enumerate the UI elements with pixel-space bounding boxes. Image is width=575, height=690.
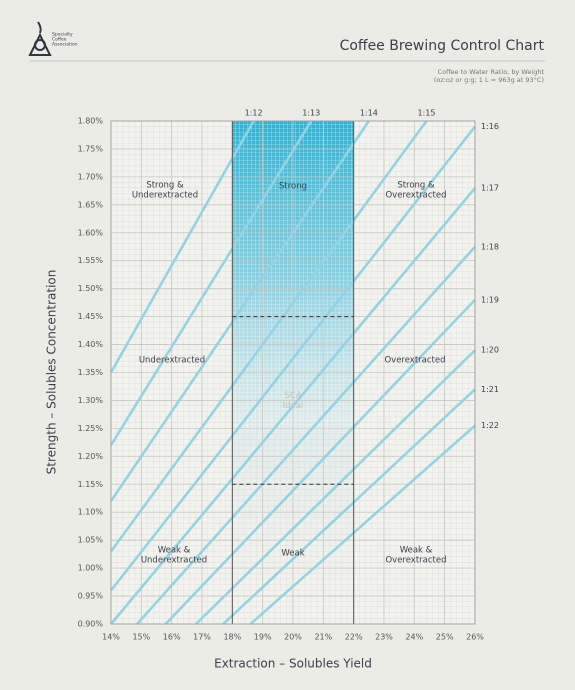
ratio-line [136, 245, 476, 625]
ratio-line [109, 120, 428, 553]
logo-text: Specialty [52, 32, 73, 38]
subtitle: (oz:oz or g:g; 1 L = 963g at 93°C) [434, 76, 544, 84]
y-tick-label: 1.00% [78, 564, 104, 573]
y-tick-label: 1.80% [78, 117, 104, 126]
ratio-label: 1:14 [360, 109, 378, 118]
region-label: Weak [281, 549, 304, 559]
ratio-line [249, 424, 476, 625]
y-tick-label: 1.55% [78, 256, 104, 265]
x-tick-label: 20% [284, 633, 302, 642]
ratio-line [109, 120, 370, 502]
ratio-label: 1:22 [481, 421, 499, 430]
y-tick-label: 1.10% [78, 508, 104, 517]
y-tick-label: 1.60% [78, 228, 104, 237]
logo-text: Association [52, 42, 78, 48]
y-tick-label: 1.45% [78, 312, 104, 321]
y-tick-label: 1.20% [78, 452, 104, 461]
y-tick-label: 1.70% [78, 172, 104, 181]
y-tick-label: 1.05% [78, 536, 104, 545]
ratio-label: 1:18 [481, 242, 499, 251]
y-tick-label: 1.40% [78, 340, 104, 349]
region-label: Overextracted [384, 356, 445, 366]
ratio-label: 1:21 [481, 385, 499, 394]
x-tick-label: 16% [163, 633, 181, 642]
ratio-label: 1:15 [417, 109, 435, 118]
region-label: Strong & [146, 181, 184, 191]
ratio-line [109, 120, 313, 446]
ratio-label: 1:19 [481, 295, 499, 304]
x-tick-label: 26% [466, 633, 484, 642]
region-label: Strong & [397, 181, 435, 191]
x-tick-label: 17% [193, 633, 211, 642]
ratio-line [195, 349, 476, 625]
ratio-line [110, 187, 476, 625]
region-label: Overextracted [385, 556, 446, 566]
ideal-label: SCA [284, 391, 301, 401]
x-tick-label: 18% [223, 633, 241, 642]
x-tick-label: 25% [436, 633, 454, 642]
ratio-line [109, 125, 477, 592]
y-tick-label: 0.90% [78, 620, 104, 629]
y-axis-label: Strength – Solubles Concentration [45, 270, 59, 475]
y-tick-label: 1.25% [78, 424, 104, 433]
ratio-label: 1:17 [481, 184, 499, 193]
y-tick-label: 1.75% [78, 144, 104, 153]
x-tick-label: 14% [102, 633, 120, 642]
y-tick-label: 1.50% [78, 284, 104, 293]
region-label: Underextracted [139, 356, 205, 366]
logo: Specialty Coffee Association [28, 21, 78, 56]
ratio-label: 1:20 [481, 346, 499, 355]
chart-title: Coffee Brewing Control Chart [340, 38, 545, 54]
region-label: Weak & [400, 546, 433, 556]
ratio-line [222, 388, 476, 625]
ideal-label: Ideal [283, 401, 304, 411]
logo-text: Coffee [52, 37, 67, 43]
y-tick-label: 1.15% [78, 480, 104, 489]
ratio-label: 1:16 [481, 122, 499, 131]
x-tick-label: 24% [405, 633, 423, 642]
region-label: Overextracted [385, 191, 446, 201]
plot-frame [110, 120, 476, 625]
ratio-line [109, 120, 255, 374]
region-label: Strong [279, 182, 307, 192]
y-tick-label: 1.65% [78, 200, 104, 209]
x-tick-label: 21% [314, 633, 332, 642]
x-tick-label: 19% [254, 633, 272, 642]
x-tick-label: 15% [132, 633, 150, 642]
subtitle: Coffee to Water Ratio, by Weight [438, 68, 545, 76]
y-tick-label: 1.30% [78, 396, 104, 405]
region-label: Weak & [158, 546, 191, 556]
y-tick-label: 0.95% [78, 592, 104, 601]
region-label: Underextracted [132, 191, 198, 201]
region-label: Underextracted [141, 556, 207, 566]
x-tick-label: 23% [375, 633, 393, 642]
ratio-line [164, 298, 476, 625]
ratio-label: 1:12 [245, 109, 263, 118]
ratio-label: 1:13 [302, 109, 320, 118]
y-tick-label: 1.35% [78, 368, 104, 377]
x-tick-label: 22% [345, 633, 363, 642]
x-axis-label: Extraction – Solubles Yield [214, 657, 372, 671]
